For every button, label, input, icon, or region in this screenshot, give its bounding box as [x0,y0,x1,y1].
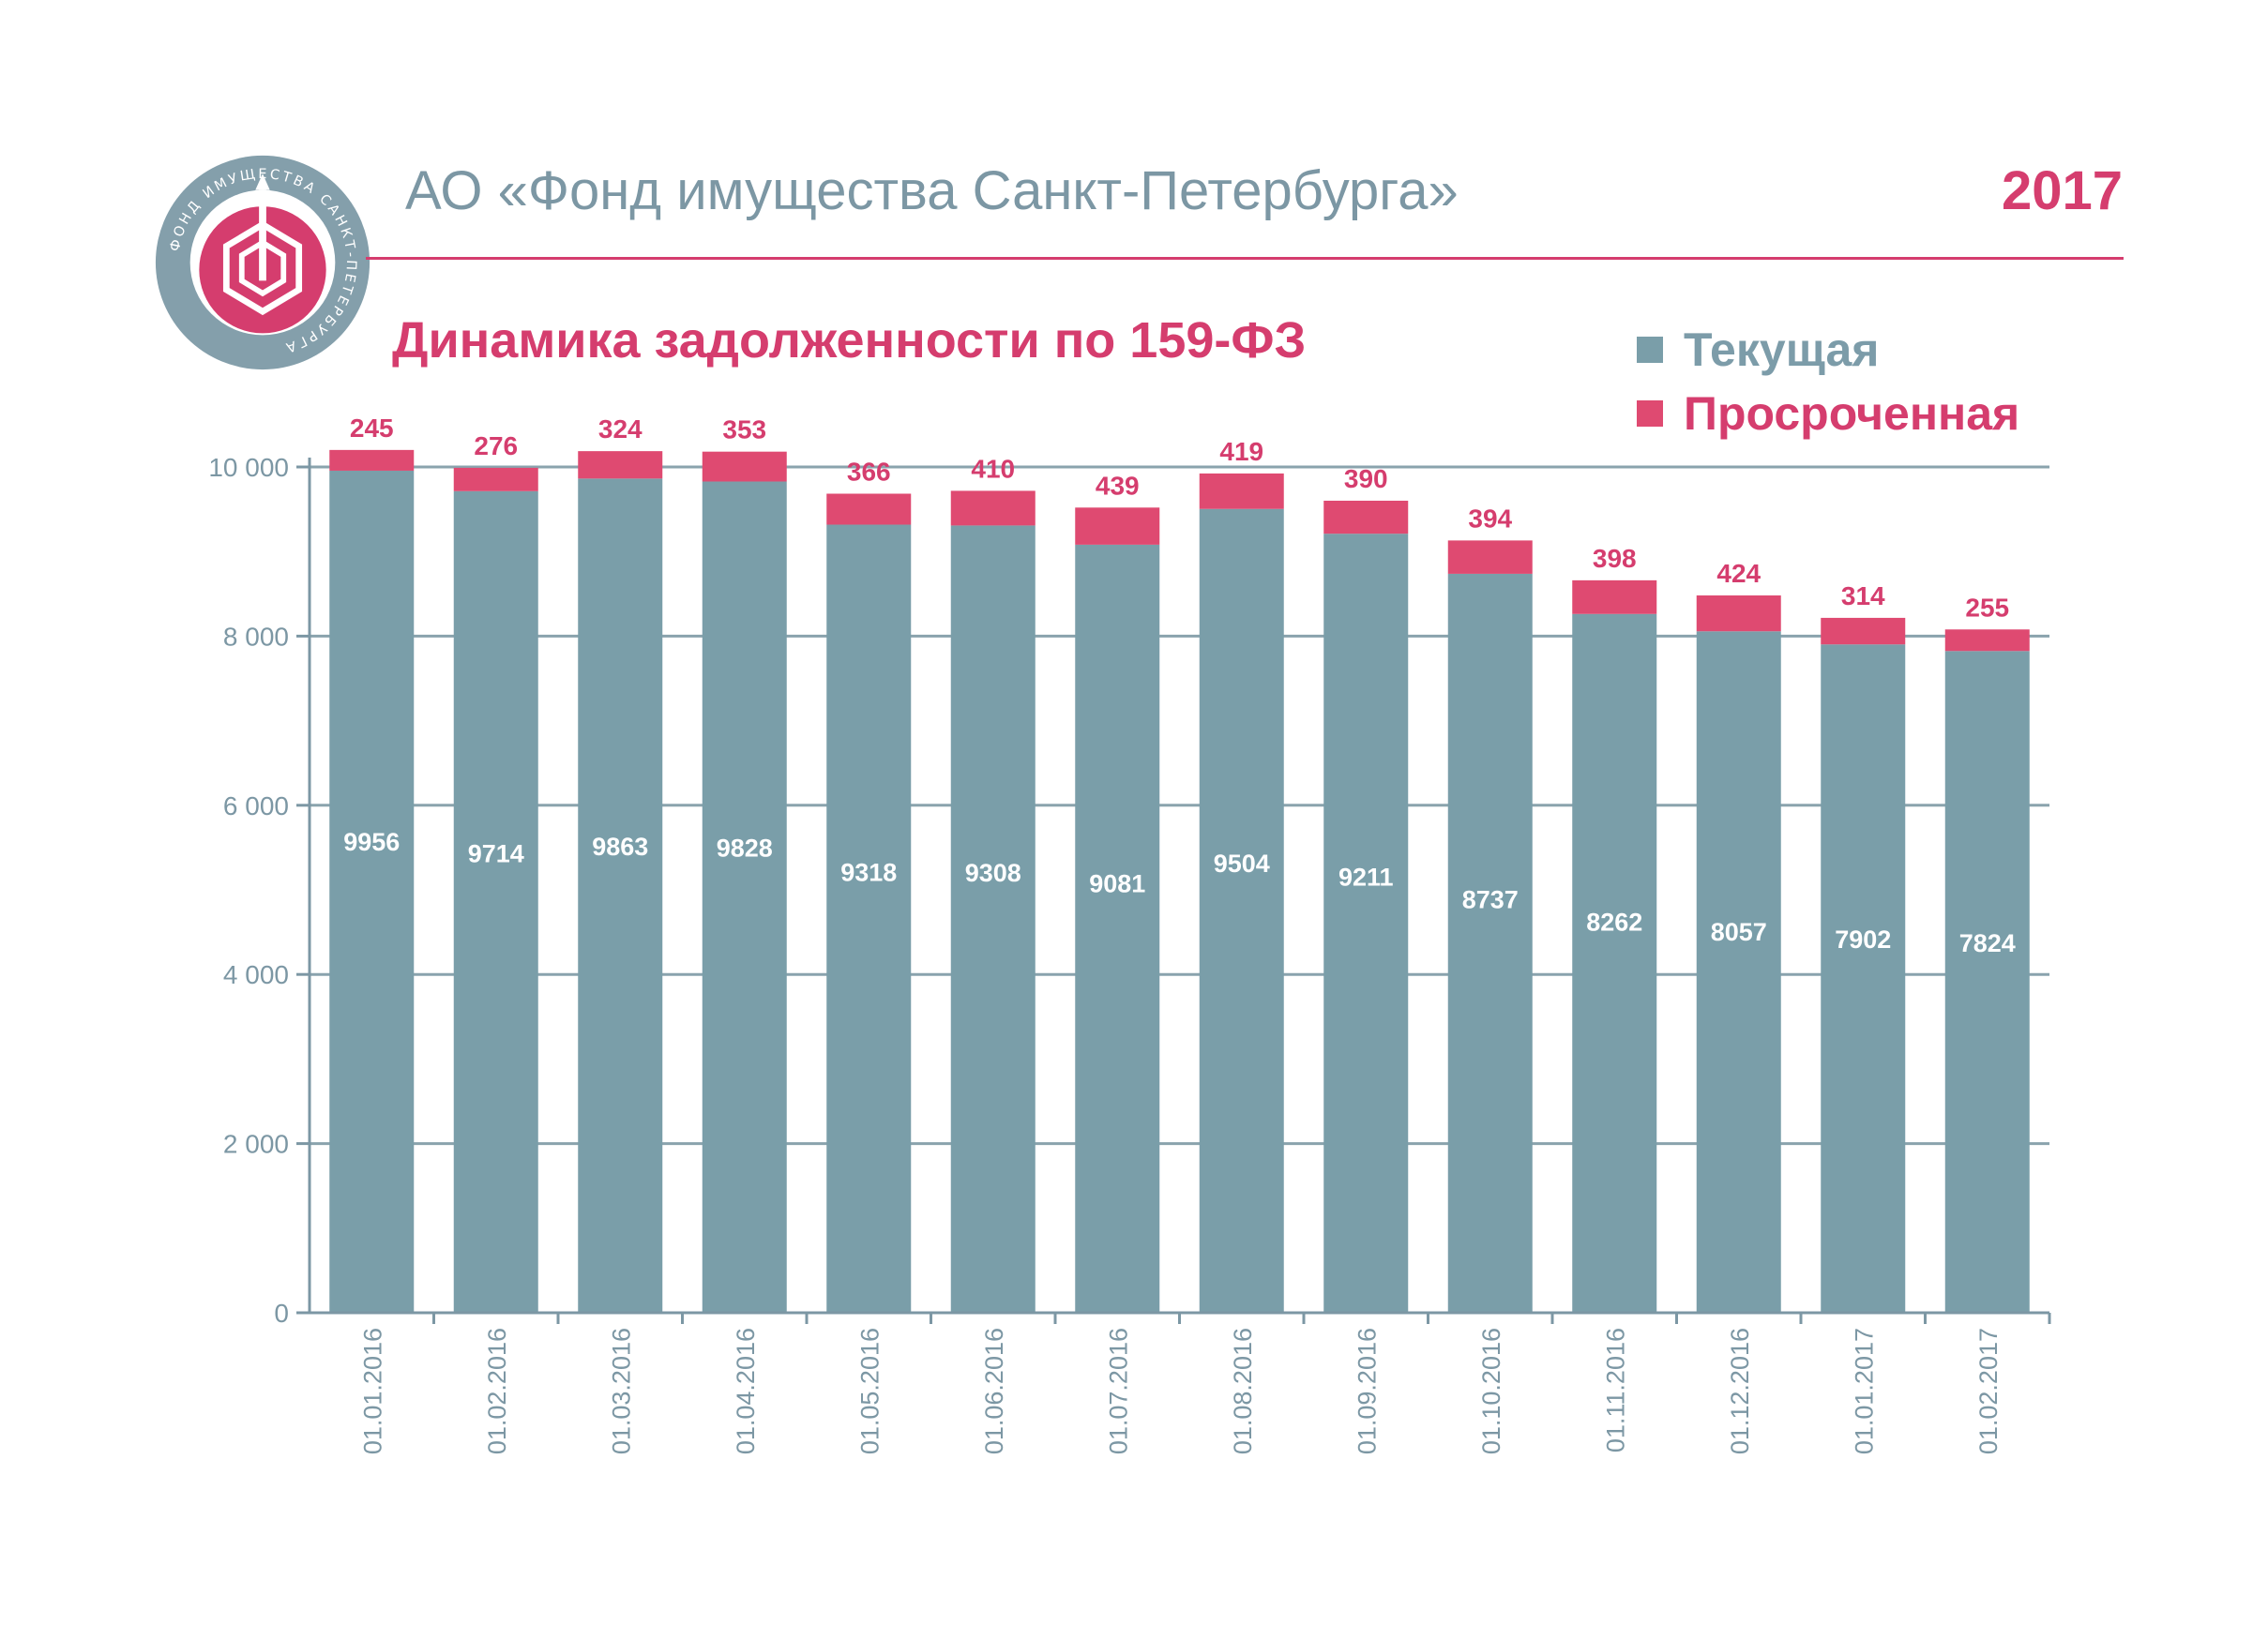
x-tick-label: 01.03.2016 [607,1328,635,1454]
bar-current [1696,631,1781,1313]
x-tick-label: 01.07.2016 [1104,1328,1132,1454]
x-tick-label: 01.12.2016 [1726,1328,1754,1454]
data-label-overdue: 314 [1841,581,1885,610]
bar-overdue [1323,500,1409,534]
bar-current [578,478,663,1313]
data-label-current: 9211 [1338,864,1394,892]
data-label-overdue: 353 [722,415,766,444]
x-tick-label: 01.02.2016 [483,1328,511,1454]
bar-overdue [453,467,538,491]
data-label-overdue: 419 [1219,437,1263,466]
data-label-current: 7824 [1959,929,2016,957]
x-tick-label: 01.09.2016 [1353,1328,1381,1454]
bar-overdue [702,451,787,482]
x-tick-label: 01.06.2016 [980,1328,1008,1454]
org-title: АО «Фонд имущества Санкт-Петербурга» [405,160,1459,221]
data-label-overdue: 439 [1096,471,1140,500]
data-label-current: 8737 [1462,886,1519,914]
data-label-overdue: 394 [1468,504,1512,533]
data-label-overdue: 366 [847,458,891,487]
x-tick-label: 01.05.2016 [855,1328,884,1454]
bar-overdue [1944,629,2030,652]
legend-label-current: Текущая [1684,323,1880,376]
y-tick-label: 2 000 [223,1130,289,1159]
data-label-overdue: 276 [474,431,518,460]
bar-current [1075,544,1160,1313]
bar-current [1447,573,1533,1313]
bar-overdue [1572,579,1657,614]
legend-swatch-current [1637,337,1663,363]
data-label-current: 8057 [1711,918,1767,946]
bar-overdue [1199,473,1284,509]
y-tick-label: 8 000 [223,622,289,651]
x-tick-label: 01.01.2017 [1850,1328,1878,1454]
bar-current [329,470,415,1313]
bar-current [950,525,1036,1313]
legend-swatch-overdue [1637,400,1663,427]
bar-current [453,490,538,1313]
y-tick-label: 6 000 [223,791,289,820]
bar-overdue [329,449,415,471]
data-label-current: 8262 [1586,909,1642,937]
bar-current [826,524,912,1313]
data-label-current: 9318 [840,858,897,886]
data-labels: 9956 245 9714 276 9863 324 9828 353 9318 366 9308 4… [343,414,2016,957]
data-label-overdue: 324 [598,414,643,444]
bar-overdue [1821,617,1906,645]
data-label-current: 9081 [1089,869,1145,897]
bar-current [1821,644,1906,1313]
axes: 0 2 000 4 000 6 000 8 000 10 000 01.01.2016 01.… [208,453,2051,1454]
data-label-current: 9504 [1214,850,1270,878]
data-label-overdue: 410 [971,454,1015,483]
y-tick-label: 10 000 [208,453,289,482]
bars [329,449,2030,1313]
data-label-overdue: 398 [1593,544,1637,573]
y-tick-label: 4 000 [223,960,289,989]
x-tick-label: 01.08.2016 [1229,1328,1257,1454]
chart-title: Динамика задолженности по 159-ФЗ [392,312,1307,369]
bar-current [1572,613,1657,1313]
x-tick-label: 01.02.2017 [1974,1328,2003,1454]
data-label-current: 9828 [717,835,773,863]
grid-lines [310,465,2049,1146]
bar-overdue [1447,540,1533,574]
header-divider [366,257,2124,260]
x-tick-label: 01.11.2016 [1601,1328,1629,1452]
data-label-current: 9308 [965,859,1021,887]
bar-current [1944,651,2030,1313]
bar-current [702,481,787,1313]
legend-item-current: Текущая [1637,323,1879,377]
fund-logo: ФОНД ИМУЩЕСТВА САНКТ-ПЕТЕРБУРГА [155,155,370,370]
bar-overdue [826,493,912,525]
year-label: 2017 [2001,160,2123,221]
data-label-overdue: 424 [1716,559,1761,588]
x-tick-label: 01.04.2016 [732,1328,760,1454]
legend-item-overdue: Просроченная [1637,386,2019,441]
data-label-overdue: 245 [350,414,394,443]
bar-overdue [1696,595,1781,632]
bar-current [1323,534,1409,1313]
bar-overdue [578,451,663,479]
x-tick-label: 01.01.2016 [358,1328,386,1454]
y-tick-label: 0 [274,1299,289,1328]
data-label-overdue: 390 [1344,464,1388,493]
data-label-current: 9714 [468,839,524,867]
bar-current [1199,508,1284,1313]
legend-label-overdue: Просроченная [1684,387,2020,440]
data-label-current: 9956 [343,828,400,856]
bar-overdue [1075,507,1160,545]
data-label-current: 9863 [592,833,648,861]
bar-overdue [950,490,1036,526]
data-label-current: 7902 [1835,925,1891,954]
x-tick-label: 01.10.2016 [1477,1328,1505,1454]
data-label-overdue: 255 [1965,593,2009,622]
